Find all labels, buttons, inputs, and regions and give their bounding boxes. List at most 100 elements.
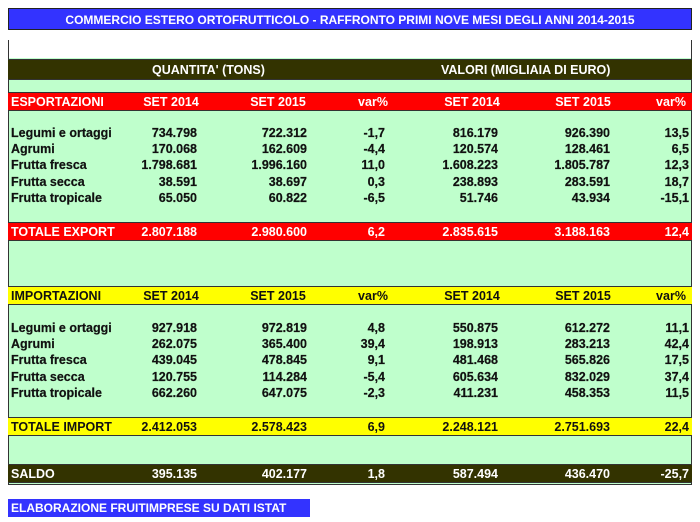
- value-header: VALORI (MIGLIAIA DI EURO): [441, 63, 611, 77]
- cell-value: SET 2014: [444, 289, 500, 303]
- cell-value: 647.075: [261, 385, 307, 400]
- cell-value: 11,5: [665, 385, 689, 400]
- cell-value: SET 2015: [555, 289, 611, 303]
- table-row: Frutta secca 120.755 114.284 -5,4 605.634 832…: [8, 369, 692, 385]
- cell-value: 262.075: [151, 337, 197, 352]
- cell-value: 926.390: [564, 126, 610, 140]
- row-label: Legumi e ortaggi: [11, 321, 112, 335]
- row-label: TOTALE IMPORT: [11, 420, 112, 434]
- cell-value: 587.494: [452, 467, 498, 481]
- cell-value: 972.819: [261, 321, 307, 335]
- export-total: TOTALE EXPORT 2.807.188 2.980.600 6,2 2.835.…: [8, 222, 692, 241]
- cell-value: 120.755: [151, 369, 197, 384]
- cell-value: 6,2: [367, 225, 385, 239]
- cell-value: -15,1: [660, 190, 689, 205]
- cell-value: 550.875: [452, 321, 498, 335]
- import-header: IMPORTAZIONI SET 2014 SET 2015 var% SET 2014…: [8, 286, 692, 305]
- cell-value: 2.578.423: [251, 420, 307, 434]
- table-row: Legumi e ortaggi 734.798 722.312 -1,7 816.17…: [8, 125, 692, 141]
- table-row: Frutta tropicale 65.050 60.822 -6,5 51.746 43…: [8, 190, 692, 206]
- cell-value: var%: [358, 95, 388, 109]
- cell-value: 60.822: [268, 190, 307, 205]
- cell-value: 6,9: [367, 420, 385, 434]
- cell-value: 2.980.600: [251, 225, 307, 239]
- row-label: Agrumi: [11, 142, 55, 157]
- cell-value: SET 2015: [250, 289, 306, 303]
- cell-value: 816.179: [452, 126, 498, 140]
- row-label: Frutta fresca: [11, 353, 87, 368]
- table-row: Frutta secca 38.591 38.697 0,3 238.893 283.59…: [8, 174, 692, 190]
- cell-value: SET 2015: [250, 95, 306, 109]
- row-label: Frutta fresca: [11, 158, 87, 173]
- cell-value: 402.177: [261, 467, 307, 481]
- row-label: Frutta tropicale: [11, 190, 102, 205]
- cell-value: 51.746: [459, 190, 498, 205]
- cell-value: 2.248.121: [442, 420, 498, 434]
- cell-value: 2.807.188: [141, 225, 197, 239]
- cell-value: 238.893: [452, 174, 498, 189]
- cell-value: -1,7: [363, 126, 385, 140]
- cell-value: 2.751.693: [554, 420, 610, 434]
- cell-value: 120.574: [452, 142, 498, 157]
- cell-value: 365.400: [261, 337, 307, 352]
- cell-value: var%: [358, 289, 388, 303]
- cell-value: 722.312: [261, 126, 307, 140]
- cell-value: 11,0: [361, 158, 385, 173]
- table-row: Agrumi 262.075 365.400 39,4 198.913 283.213 42…: [8, 336, 692, 352]
- cell-value: 11,1: [665, 321, 689, 335]
- cell-value: 411.231: [453, 385, 498, 400]
- cell-value: 1.805.787: [554, 158, 610, 173]
- cell-value: 458.353: [564, 385, 610, 400]
- cell-value: 565.826: [564, 353, 610, 368]
- page-title: COMMERCIO ESTERO ORTOFRUTTICOLO - RAFFRO…: [8, 8, 692, 30]
- cell-value: SET 2014: [143, 95, 199, 109]
- cell-value: 436.470: [564, 467, 610, 481]
- cell-value: var%: [656, 95, 686, 109]
- import-total: TOTALE IMPORT 2.412.053 2.578.423 6,9 2.248.…: [8, 417, 692, 436]
- source-note: ELABORAZIONE FRUITIMPRESE SU DATI ISTAT: [8, 499, 310, 517]
- cell-value: 3.188.163: [554, 225, 610, 239]
- cell-value: 9,1: [367, 353, 386, 368]
- quantity-header: QUANTITA' (TONS): [152, 63, 265, 77]
- cell-value: 283.213: [564, 337, 610, 352]
- cell-value: 832.029: [564, 369, 610, 384]
- cell-value: 2.412.053: [141, 420, 197, 434]
- cell-value: 18,7: [664, 174, 690, 189]
- table-background: [8, 40, 692, 485]
- cell-value: -2,3: [363, 385, 385, 400]
- cell-value: 43.934: [571, 190, 610, 205]
- row-label: TOTALE EXPORT: [11, 225, 115, 239]
- cell-value: 4,8: [367, 321, 386, 335]
- cell-value: 734.798: [151, 126, 197, 140]
- cell-value: 927.918: [151, 321, 197, 335]
- cell-value: 481.468: [452, 353, 498, 368]
- cell-value: SET 2014: [444, 95, 500, 109]
- cell-value: 114.284: [262, 369, 307, 384]
- cell-value: 662.260: [151, 385, 197, 400]
- cell-value: 1.996.160: [251, 158, 307, 173]
- cell-value: 162.609: [261, 142, 307, 157]
- row-label: Frutta secca: [11, 174, 85, 189]
- cell-value: SET 2014: [143, 289, 199, 303]
- cell-value: 12,3: [664, 158, 690, 173]
- cell-value: 283.591: [564, 174, 610, 189]
- cell-value: 1.798.681: [141, 158, 197, 173]
- cell-value: 128.461: [564, 142, 610, 157]
- cell-value: 38.697: [268, 174, 307, 189]
- cell-value: 605.634: [452, 369, 498, 384]
- cell-value: 198.913: [452, 337, 498, 352]
- section-header-bar: QUANTITA' (TONS) VALORI (MIGLIAIA DI EUR…: [8, 59, 692, 80]
- cell-value: 0,3: [367, 174, 386, 189]
- cell-value: SET 2015: [555, 95, 611, 109]
- cell-value: 1,8: [367, 467, 385, 481]
- table-row: Frutta fresca 1.798.681 1.996.160 11,0 1.608…: [8, 157, 692, 173]
- cell-value: -4,4: [363, 142, 385, 157]
- cell-value: 39,4: [360, 337, 386, 352]
- cell-value: 22,4: [664, 420, 689, 434]
- table-row: Frutta fresca 439.045 478.845 9,1 481.468 565…: [8, 352, 692, 368]
- cell-value: 12,4: [664, 225, 689, 239]
- cell-value: 13,5: [664, 126, 690, 140]
- table-row: Legumi e ortaggi 927.918 972.819 4,8 550.875…: [8, 320, 692, 336]
- table-row: Agrumi 170.068 162.609 -4,4 120.574 128.461 6,…: [8, 141, 692, 157]
- row-label: SALDO: [11, 467, 55, 481]
